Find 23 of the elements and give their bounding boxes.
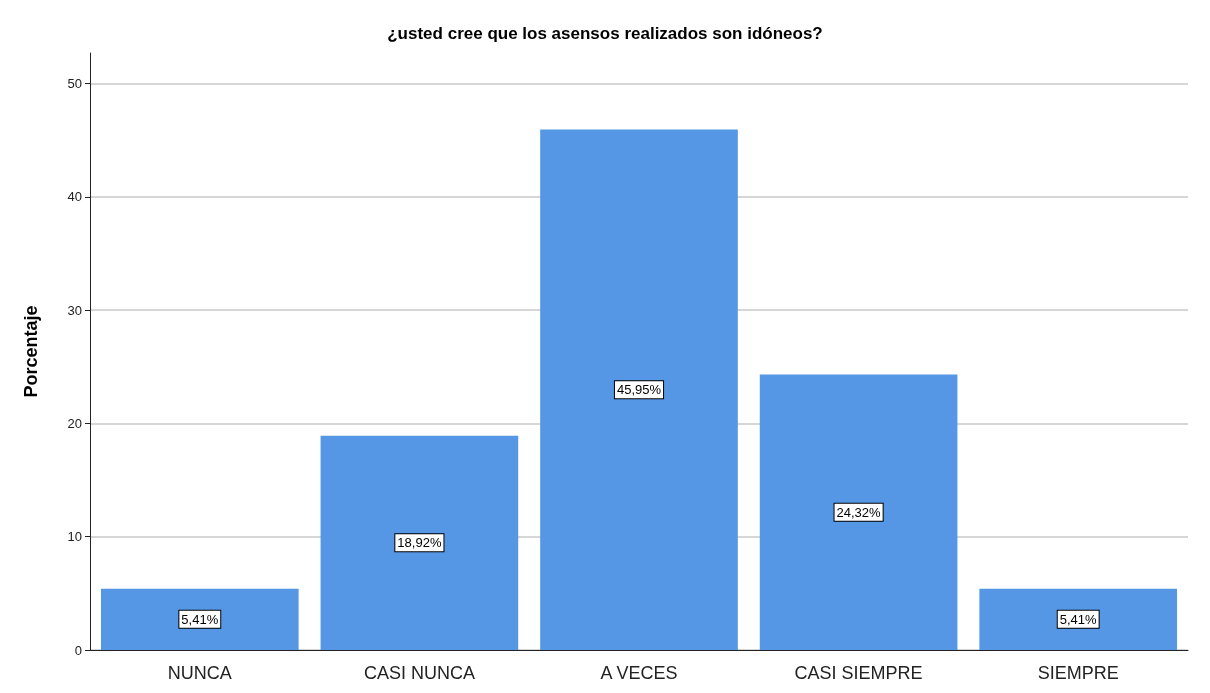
x-tick-label: CASI NUNCA <box>363 663 475 683</box>
y-axis-title: Porcentaje <box>21 305 41 398</box>
data-label: 24,32% <box>836 504 882 520</box>
bar <box>320 435 519 650</box>
data-label: 5,41% <box>181 611 219 627</box>
x-tick-label: CASI SIEMPRE <box>794 663 923 683</box>
y-tick-label: 50 <box>67 76 82 92</box>
bar <box>540 129 738 650</box>
y-tick-label: 10 <box>67 529 82 545</box>
bar <box>979 588 1178 650</box>
y-tick-label: 0 <box>74 642 82 658</box>
bar <box>100 588 299 650</box>
chart-title: ¿usted cree que los asensos realizados son idóneos? <box>387 24 823 43</box>
data-label: 5,41% <box>1059 611 1098 627</box>
y-tick-label: 40 <box>67 189 82 205</box>
data-label: 45,95% <box>616 382 662 398</box>
x-tick-label: A VECES <box>600 663 678 683</box>
x-tick-label: SIEMPRE <box>1037 663 1119 683</box>
bar <box>759 374 958 650</box>
y-tick-label: 30 <box>67 302 82 318</box>
data-label: 18,92% <box>397 535 442 551</box>
y-tick-label: 20 <box>67 415 82 431</box>
x-tick-label: NUNCA <box>167 663 232 683</box>
